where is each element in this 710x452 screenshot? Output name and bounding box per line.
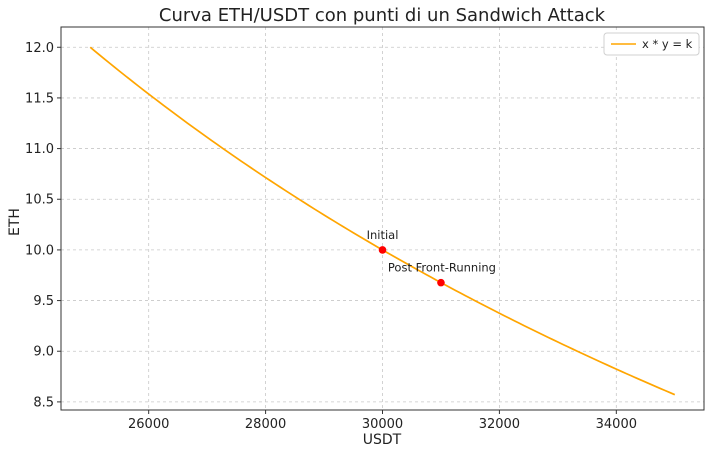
y-tick-label: 9.0 [33, 345, 54, 360]
legend-label: x * y = k [642, 37, 693, 51]
y-tick-label: 10.0 [25, 243, 54, 258]
data-point [378, 246, 387, 254]
data-point [437, 278, 445, 287]
y-axis-label: ETH [7, 208, 23, 236]
y-tick-label: 9.5 [33, 294, 54, 309]
legend: x * y = k [603, 32, 700, 56]
x-axis-label: USDT [363, 432, 402, 448]
y-axis-ticks: 8.5 9.0 9.5 10.0 10.5 11.0 11.5 12.0 [25, 41, 61, 410]
point-label: Initial [367, 228, 399, 242]
y-tick-label: 11.5 [25, 91, 54, 106]
legend-box [603, 32, 700, 56]
x-tick-label: 26000 [128, 417, 169, 432]
x-tick-label: 28000 [245, 417, 286, 432]
grid-layer [61, 27, 704, 410]
y-tick-label: 11.0 [25, 142, 54, 157]
y-tick-label: 12.0 [25, 41, 54, 56]
x-tick-label: 34000 [596, 417, 637, 432]
x-tick-label: 32000 [479, 417, 520, 432]
chart-title: Curva ETH/USDT con punti di un Sandwich … [159, 5, 606, 26]
points-layer: Initial Post Front-Running [367, 228, 496, 287]
point-label: Post Front-Running [388, 261, 496, 275]
x-axis-ticks: 26000 28000 30000 32000 34000 [128, 410, 637, 432]
x-tick-label: 30000 [362, 417, 403, 432]
y-tick-label: 10.5 [25, 193, 54, 208]
y-tick-label: 8.5 [33, 395, 54, 410]
